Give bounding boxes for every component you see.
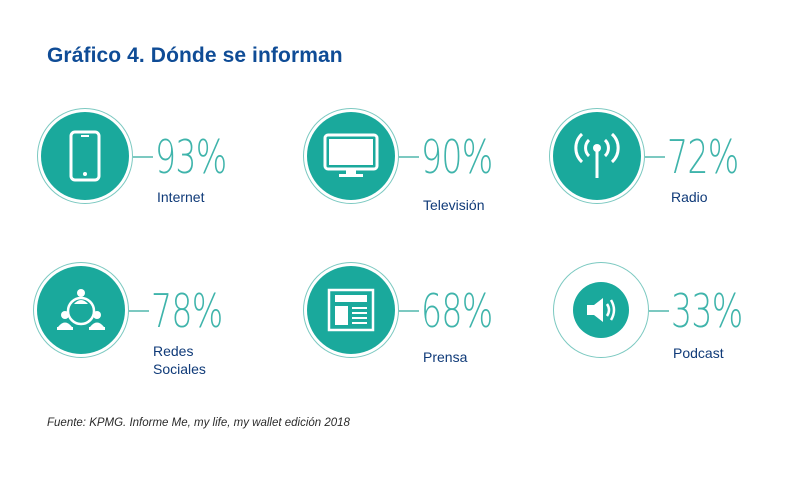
stat-label: Radio [671, 189, 708, 205]
television-icon [307, 112, 395, 200]
stat-value: 33% [671, 284, 743, 338]
stat-label: Prensa [423, 349, 468, 365]
smartphone-icon [41, 112, 129, 200]
stat-label: Televisión [423, 197, 485, 213]
stat-value: 78% [151, 284, 223, 338]
stat-label: Podcast [673, 345, 724, 361]
newspaper-icon [307, 266, 395, 354]
social-network-icon [37, 266, 125, 354]
stat-label: Redes Sociales [153, 343, 206, 377]
stat-value: 90% [421, 130, 493, 184]
stat-label: Internet [157, 189, 205, 205]
source-note: Fuente: KPMG. Informe Me, my life, my wa… [47, 417, 350, 429]
stat-value: 72% [667, 130, 739, 184]
stat-value: 68% [421, 284, 493, 338]
stat-value: 93% [155, 130, 227, 184]
radio-antenna-icon [553, 112, 641, 200]
speaker-icon [573, 282, 629, 338]
chart-title: Gráfico 4. Dónde se informan [47, 44, 343, 67]
